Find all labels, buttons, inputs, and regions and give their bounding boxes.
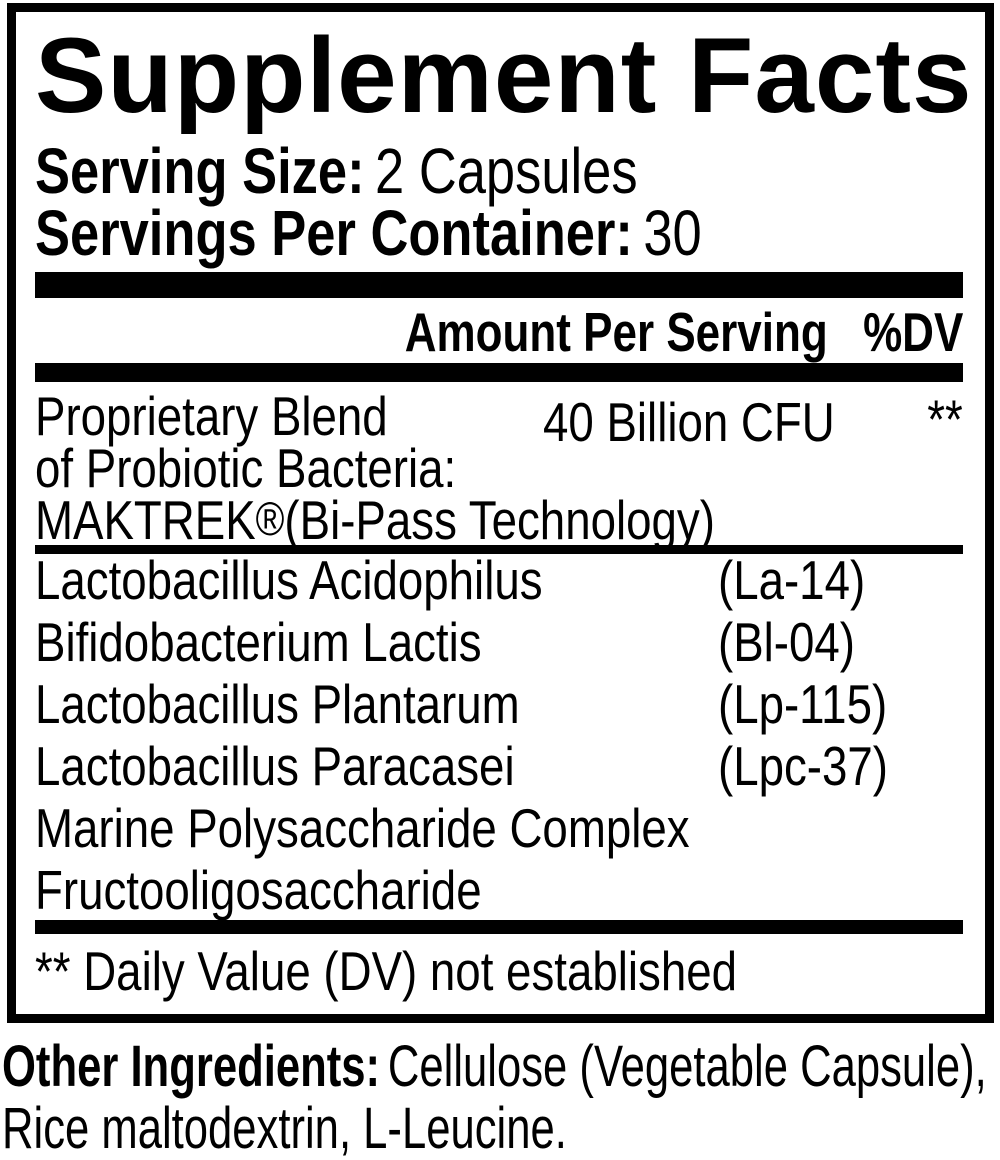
supplement-facts-panel	[7, 3, 994, 1023]
panel-title: Supplement Facts	[35, 15, 973, 135]
ingredient-name: Lactobacillus Acidophilus	[35, 549, 543, 611]
serving-size-label: Serving Size:	[35, 135, 365, 207]
blend-name-line3: MAKTREK®(Bi-Pass Technology)	[35, 492, 715, 549]
panel-content: Supplement Facts Serving Size: 2 Capsules…	[35, 0, 972, 1160]
divider-above-footnote	[35, 920, 963, 934]
ingredient-strain-code: (La-14)	[718, 549, 866, 611]
registered-trademark-symbol: ®	[255, 492, 285, 545]
ingredient-strain-code: (Lpc-37)	[718, 735, 888, 797]
daily-value-footnote: ** Daily Value (DV) not established	[35, 940, 738, 1002]
ingredient-name: Lactobacillus Plantarum	[35, 673, 520, 735]
ingredient-name: Fructooligosaccharide	[35, 859, 482, 921]
servings-per-container-row: Servings Per Container: 30	[35, 201, 702, 265]
ingredient-row: Fructooligosaccharide	[35, 863, 963, 925]
column-header-row: Amount Per Serving %DV	[35, 305, 963, 360]
other-ingredients-label: Other Ingredients:	[2, 1034, 381, 1099]
blend-dv-asterisks: **	[927, 388, 963, 450]
ingredient-row: Marine Polysaccharide Complex	[35, 801, 963, 863]
ingredient-name: Lactobacillus Paracasei	[35, 735, 515, 797]
other-ingredients-section: Other Ingredients: Cellulose (Vegetable C…	[2, 1036, 1000, 1160]
ingredient-strain-code: (Lp-115)	[718, 673, 888, 735]
divider-below-header	[35, 363, 963, 382]
blend-amount: 40 Billion CFU	[543, 391, 835, 453]
blend-brand: MAKTREK	[35, 489, 256, 551]
proprietary-blend-row: Proprietary Blend of Probiotic Bacteria:…	[35, 385, 963, 548]
blend-brand-rest: (Bi-Pass Technology)	[284, 489, 715, 551]
serving-size-row: Serving Size: 2 Capsules	[35, 139, 638, 203]
blend-name-line2: of Probiotic Bacteria:	[35, 437, 457, 499]
ingredient-name: Marine Polysaccharide Complex	[35, 797, 690, 859]
ingredient-strain-code: (Bl-04)	[718, 611, 855, 673]
serving-size-value: 2 Capsules	[375, 135, 638, 207]
other-ingredients-value: Cellulose (Vegetable Capsule), Rice malt…	[2, 1034, 987, 1160]
divider-blend-ingredients	[35, 545, 963, 554]
ingredient-row: Lactobacillus Plantarum (Lp-115)	[35, 677, 963, 739]
serving-info: Serving Size: 2 Capsules Servings Per Con…	[35, 139, 848, 265]
ingredient-row: Lactobacillus Paracasei (Lpc-37)	[35, 739, 963, 801]
ingredient-name: Bifidobacterium Lactis	[35, 611, 482, 673]
servings-per-container-label: Servings Per Container:	[35, 197, 633, 269]
ingredient-row: Bifidobacterium Lactis (Bl-04)	[35, 615, 963, 677]
servings-per-container-value: 30	[643, 197, 702, 269]
amount-per-serving-header: Amount Per Serving	[405, 301, 828, 363]
divider-thick-top	[35, 272, 963, 298]
blend-name-line1: Proprietary Blend	[35, 385, 388, 447]
ingredient-row: Lactobacillus Acidophilus (La-14)	[35, 553, 963, 615]
percent-dv-header: %DV	[862, 301, 963, 363]
